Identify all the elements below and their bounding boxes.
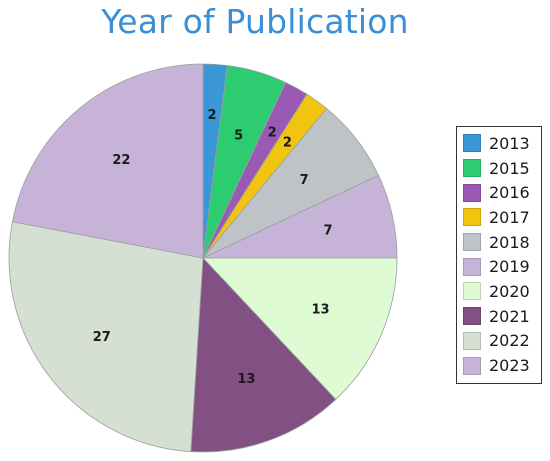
legend-label: 2018 <box>489 232 530 252</box>
pie-slice-2021 <box>190 257 337 453</box>
legend-swatch <box>463 356 481 375</box>
legend-item-2022: 2022 <box>457 329 541 354</box>
legend-item-2017: 2017 <box>457 205 541 230</box>
legend-item-2019: 2019 <box>457 254 541 279</box>
slice-value-label-2017: 2 <box>283 135 292 150</box>
legend-swatch <box>463 282 481 301</box>
legend-item-2013: 2013 <box>457 131 541 156</box>
legend-swatch <box>463 307 481 326</box>
slice-value-label-2023: 22 <box>112 153 130 168</box>
pie-slice-2023 <box>11 63 204 259</box>
slice-value-label-2020: 13 <box>311 302 329 317</box>
pie-slices <box>8 63 398 453</box>
slice-value-label-2022: 27 <box>93 330 111 345</box>
legend-label: 2017 <box>489 207 530 227</box>
legend-item-2018: 2018 <box>457 230 541 255</box>
legend-item-2020: 2020 <box>457 279 541 304</box>
chart-title: Year of Publication <box>101 2 409 41</box>
legend-swatch <box>463 208 481 227</box>
legend-item-2015: 2015 <box>457 156 541 181</box>
legend-item-2021: 2021 <box>457 304 541 329</box>
legend-swatch <box>463 183 481 202</box>
legend-label: 2020 <box>489 281 530 301</box>
pie-slice-2020 <box>202 257 398 400</box>
slice-value-label-2019: 7 <box>323 224 332 239</box>
legend-label: 2016 <box>489 183 530 203</box>
legend-swatch <box>463 159 481 178</box>
slice-value-label-2021: 13 <box>237 372 255 387</box>
legend-item-2023: 2023 <box>457 353 541 378</box>
legend-label: 2019 <box>489 257 530 277</box>
slice-value-label-2016: 2 <box>268 126 277 141</box>
legend-label: 2021 <box>489 306 530 326</box>
slice-value-label-2018: 7 <box>300 173 309 188</box>
pie-slice-2022 <box>8 221 204 453</box>
legend-label: 2022 <box>489 331 530 351</box>
legend-item-2016: 2016 <box>457 180 541 205</box>
legend-label: 2013 <box>489 133 530 153</box>
legend-swatch <box>463 257 481 276</box>
legend: 2013 2015 2016 2017 2018 2019 2020 2021 2022 2023 <box>456 126 542 384</box>
legend-swatch <box>463 134 481 153</box>
legend-label: 2023 <box>489 356 530 376</box>
slice-value-label-2013: 2 <box>207 108 216 123</box>
slice-value-label-2015: 5 <box>234 129 243 144</box>
legend-swatch <box>463 233 481 252</box>
legend-swatch <box>463 331 481 350</box>
legend-label: 2015 <box>489 158 530 178</box>
